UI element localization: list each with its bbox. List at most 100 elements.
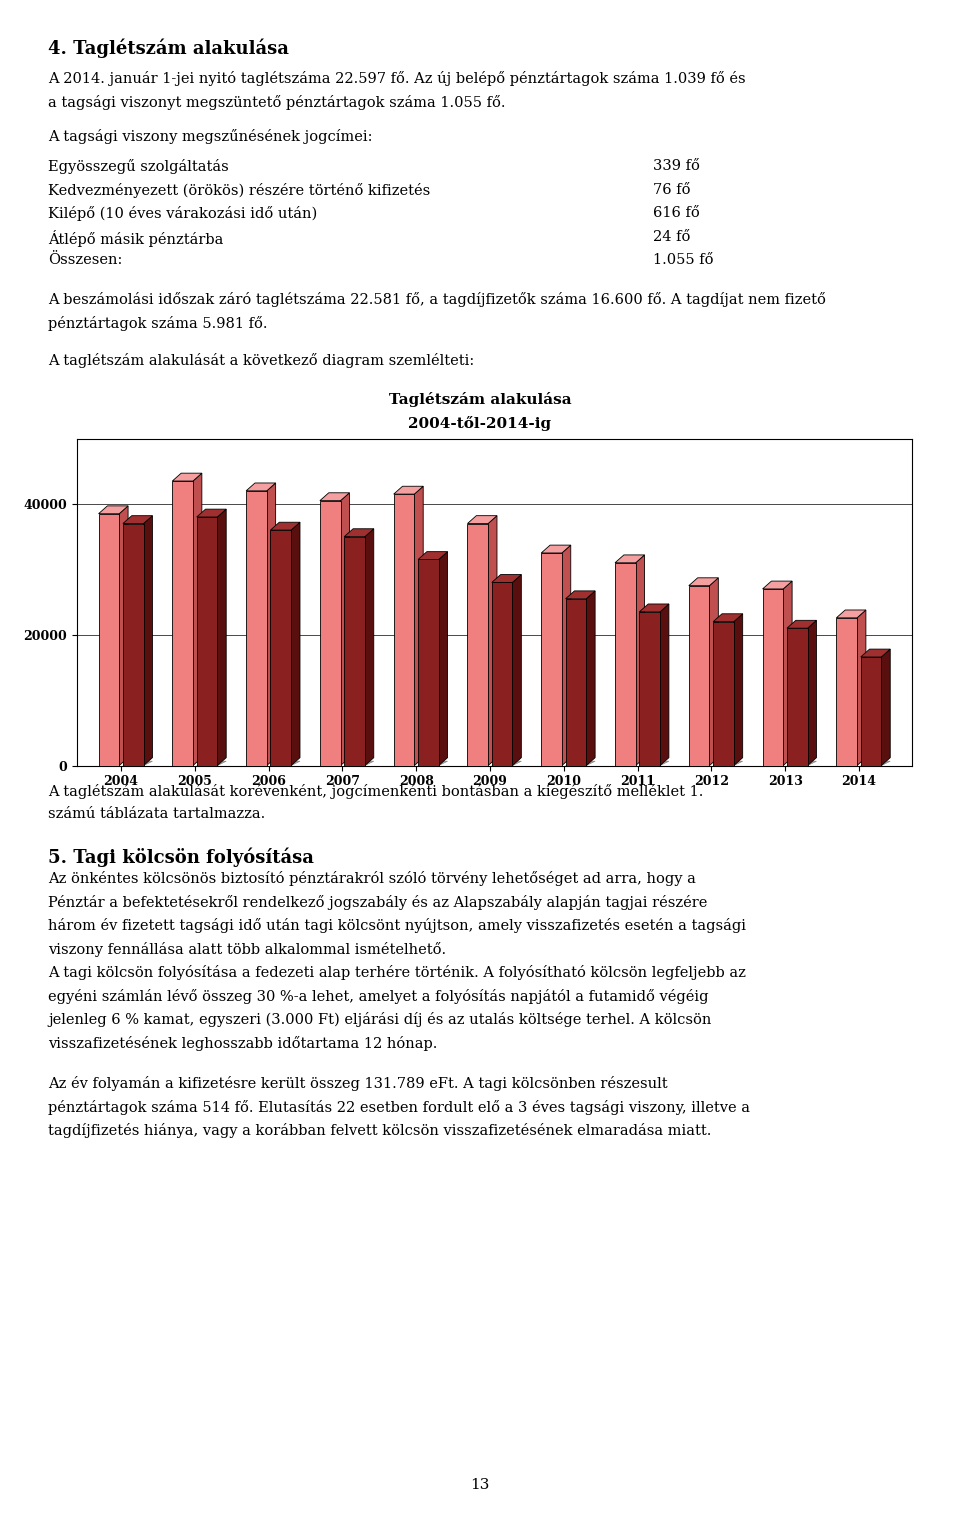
Polygon shape [836, 610, 866, 618]
Polygon shape [639, 760, 669, 765]
Bar [639, 611, 660, 765]
Polygon shape [197, 760, 227, 765]
Polygon shape [197, 510, 227, 517]
Polygon shape [787, 760, 816, 765]
Polygon shape [415, 487, 423, 765]
Polygon shape [565, 590, 595, 599]
Text: pénztártagok száma 514 fő. Elutasítás 22 esetben fordult elő a 3 éves tagsági vi: pénztártagok száma 514 fő. Elutasítás 22… [48, 1100, 750, 1115]
Polygon shape [541, 545, 571, 554]
Polygon shape [787, 621, 816, 628]
Polygon shape [345, 760, 373, 765]
Polygon shape [762, 581, 792, 589]
Polygon shape [861, 760, 890, 765]
Polygon shape [713, 614, 743, 622]
Polygon shape [689, 578, 718, 586]
Bar [418, 560, 439, 765]
Polygon shape [345, 529, 373, 537]
Bar [394, 494, 415, 765]
Text: 1.055 fő: 1.055 fő [653, 252, 713, 268]
Polygon shape [807, 621, 816, 765]
Text: 4. Taglétszám alakulása: 4. Taglétszám alakulása [48, 38, 289, 58]
Bar [123, 523, 144, 765]
Bar [689, 586, 709, 765]
Polygon shape [119, 506, 128, 765]
Bar [713, 622, 733, 765]
Bar [861, 657, 881, 765]
Text: Taglétszám alakulása: Taglétszám alakulása [389, 392, 571, 408]
Text: A taglétszám alakulását a következő diagram szemlélteti:: A taglétszám alakulását a következő diag… [48, 353, 474, 368]
Polygon shape [488, 516, 497, 765]
Polygon shape [492, 760, 521, 765]
Polygon shape [709, 578, 718, 765]
Text: Az év folyamán a kifizetésre került összeg 131.789 eFt. A tagi kölcsönben részes: Az év folyamán a kifizetésre került össz… [48, 1075, 667, 1091]
Polygon shape [733, 614, 743, 765]
Text: 2004-től-2014-ig: 2004-től-2014-ig [408, 415, 552, 430]
Polygon shape [418, 760, 447, 765]
Polygon shape [468, 516, 497, 523]
Bar [173, 481, 193, 765]
Polygon shape [513, 575, 521, 765]
Text: Kilépő (10 éves várakozási idő után): Kilépő (10 éves várakozási idő után) [48, 205, 317, 221]
Text: számú táblázata tartalmazza.: számú táblázata tartalmazza. [48, 808, 265, 821]
Polygon shape [660, 604, 669, 765]
Bar [246, 491, 267, 765]
Bar [468, 523, 488, 765]
Polygon shape [365, 529, 373, 765]
Polygon shape [320, 493, 349, 500]
Polygon shape [565, 760, 595, 765]
Text: 5. Tagi kölcsön folyósítása: 5. Tagi kölcsön folyósítása [48, 847, 314, 867]
Bar [320, 500, 341, 765]
Polygon shape [881, 649, 890, 765]
Polygon shape [217, 510, 227, 765]
Polygon shape [267, 484, 276, 765]
Bar [541, 554, 562, 765]
Polygon shape [291, 522, 300, 765]
Text: tagdíjfizetés hiánya, vagy a korábban felvett kölcsön visszafizetésének elmaradá: tagdíjfizetés hiánya, vagy a korábban fe… [48, 1122, 711, 1138]
Text: Átlépő másik pénztárba: Átlépő másik pénztárba [48, 230, 224, 246]
Polygon shape [439, 552, 447, 765]
Text: viszony fennállása alatt több alkalommal ismételhető.: viszony fennállása alatt több alkalommal… [48, 941, 446, 957]
Bar [565, 599, 587, 765]
Text: 616 fő: 616 fő [653, 205, 700, 221]
Text: 24 fő: 24 fő [653, 230, 690, 243]
Polygon shape [99, 506, 128, 514]
Bar [345, 537, 365, 765]
Text: egyéni számlán lévő összeg 30 %-a lehet, amelyet a folyósítás napjától a futamid: egyéni számlán lévő összeg 30 %-a lehet,… [48, 989, 708, 1004]
Text: jelenleg 6 % kamat, egyszeri (3.000 Ft) eljárási díj és az utalás költsége terhe: jelenleg 6 % kamat, egyszeri (3.000 Ft) … [48, 1013, 711, 1028]
Text: Egyösszegű szolgáltatás: Egyösszegű szolgáltatás [48, 160, 228, 173]
Bar [99, 514, 119, 765]
Text: Összesen:: Összesen: [48, 252, 122, 268]
Polygon shape [173, 473, 202, 481]
Polygon shape [783, 581, 792, 765]
Text: 13: 13 [470, 1478, 490, 1492]
Polygon shape [341, 493, 349, 765]
Polygon shape [713, 760, 743, 765]
Polygon shape [123, 516, 153, 523]
Polygon shape [246, 484, 276, 491]
Polygon shape [144, 516, 153, 765]
Polygon shape [271, 522, 300, 529]
Text: A tagsági viszony megszűnésének jogcímei:: A tagsági viszony megszűnésének jogcímei… [48, 128, 372, 143]
Text: pénztártagok száma 5.981 fő.: pénztártagok száma 5.981 fő. [48, 315, 268, 330]
Text: három év fizetett tagsági idő után tagi kölcsönt nyújtson, amely visszafizetés e: három év fizetett tagsági idő után tagi … [48, 919, 746, 934]
Text: Az önkéntes kölcsönös biztosító pénztárakról szóló törvény lehetőséget ad arra, : Az önkéntes kölcsönös biztosító pénztára… [48, 872, 696, 887]
Polygon shape [636, 555, 644, 765]
Polygon shape [861, 649, 890, 657]
Text: Kedvezményezett (örökös) részére történő kifizetés: Kedvezményezett (örökös) részére történő… [48, 183, 430, 198]
Text: visszafizetésének leghosszabb időtartama 12 hónap.: visszafizetésének leghosszabb időtartama… [48, 1036, 438, 1051]
Text: A 2014. január 1-jei nyitó taglétszáma 22.597 fő. Az új belépő pénztártagok szám: A 2014. január 1-jei nyitó taglétszáma 2… [48, 71, 746, 87]
Bar [271, 529, 291, 765]
Polygon shape [857, 610, 866, 765]
Text: 339 fő: 339 fő [653, 160, 700, 173]
Bar [836, 618, 857, 765]
Polygon shape [394, 487, 423, 494]
Bar [197, 517, 217, 765]
Polygon shape [492, 575, 521, 583]
Polygon shape [271, 760, 300, 765]
Text: a tagsági viszonyt megszüntető pénztártagok száma 1.055 fő.: a tagsági viszonyt megszüntető pénztárta… [48, 94, 506, 110]
Polygon shape [123, 760, 153, 765]
Text: 76 fő: 76 fő [653, 183, 690, 196]
Polygon shape [193, 473, 202, 765]
Text: A taglétszám alakulását korévenként, jogcímenkénti bontásban a kiegészítő mellék: A taglétszám alakulását korévenként, jog… [48, 783, 704, 799]
Polygon shape [562, 545, 571, 765]
